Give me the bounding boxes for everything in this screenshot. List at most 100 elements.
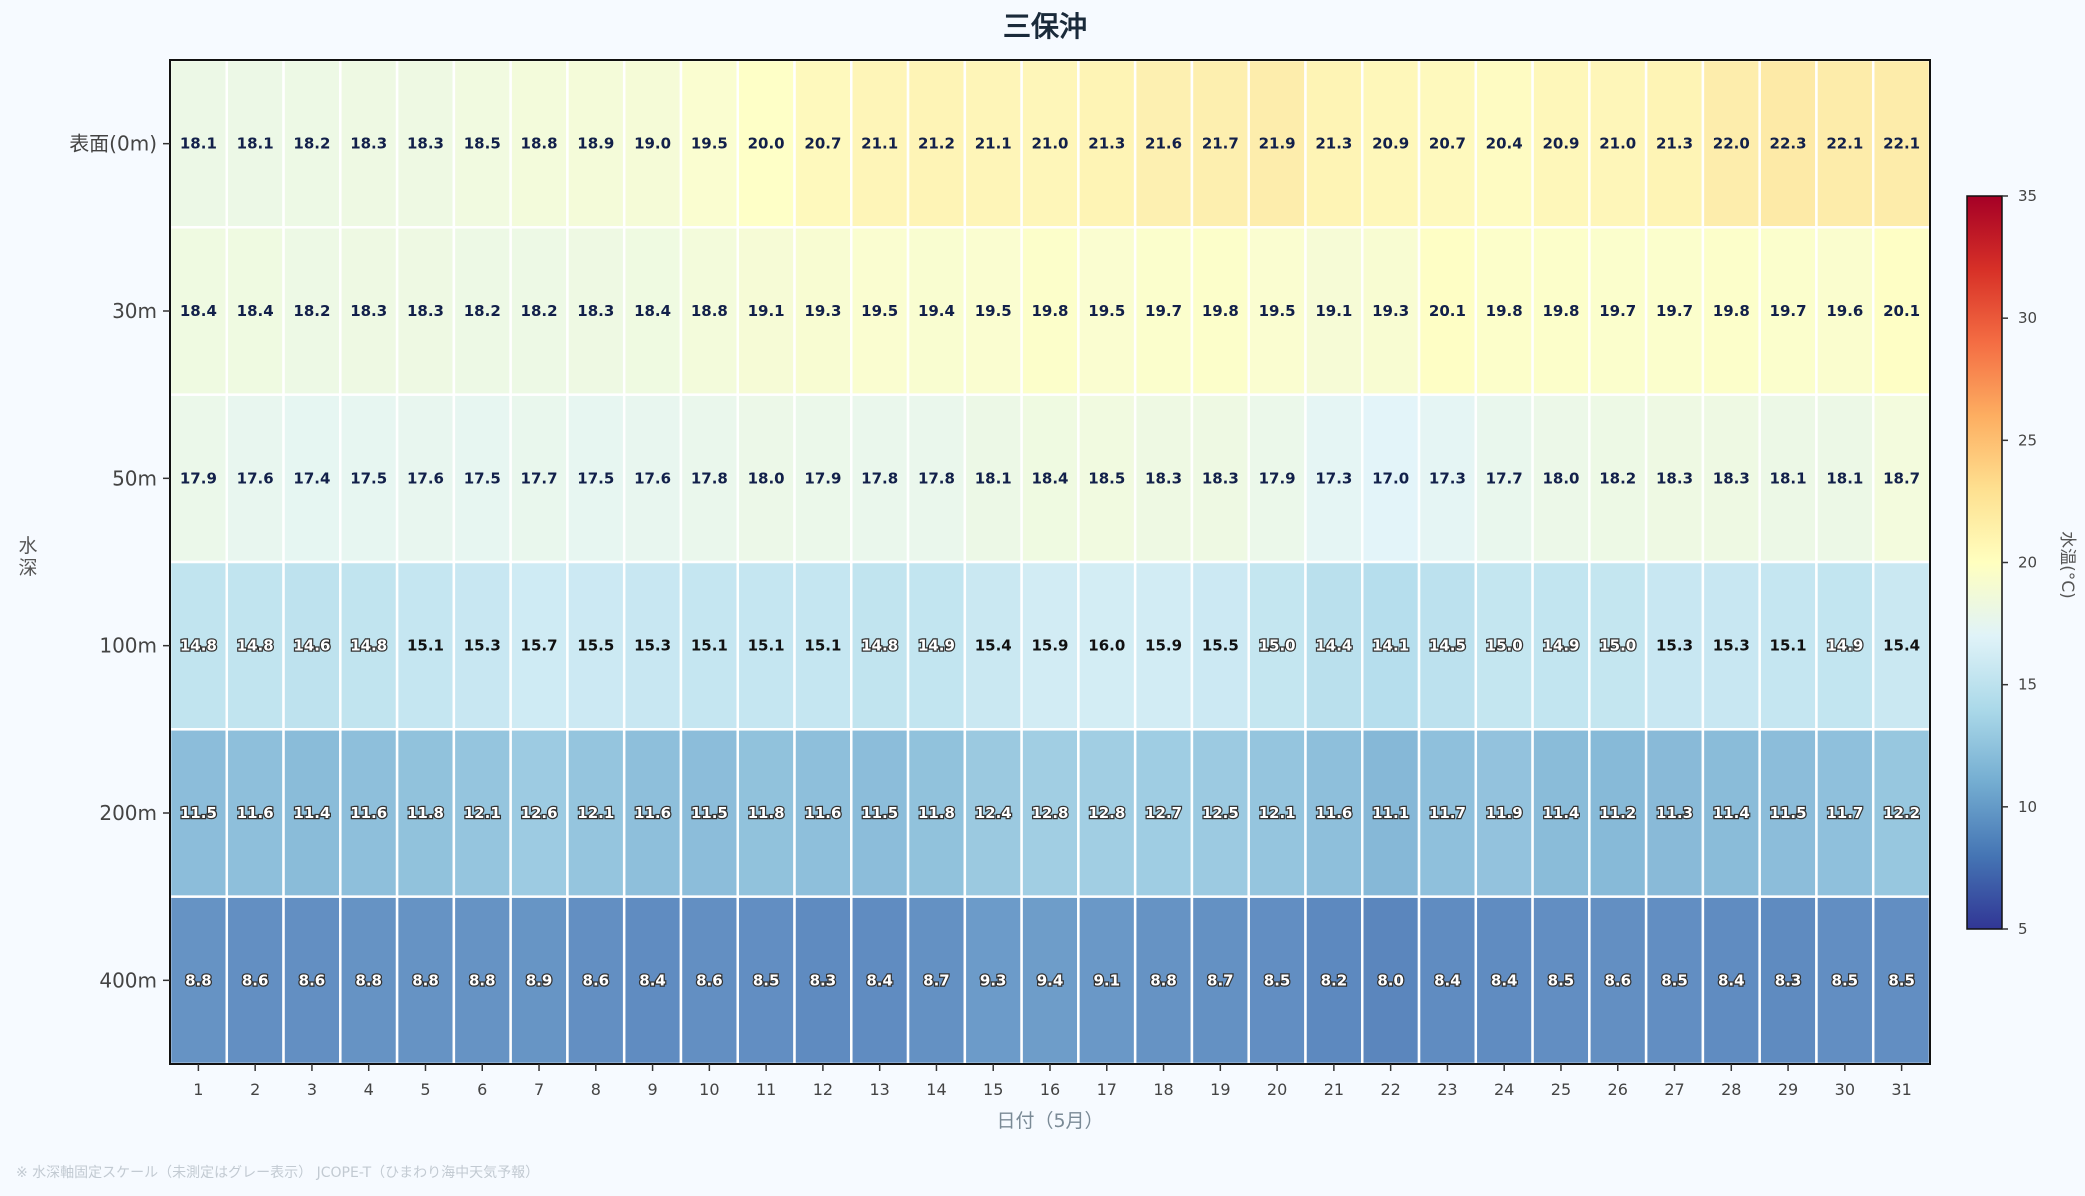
cell-value-label: 17.8 — [691, 469, 728, 487]
cell-value-label: 8.2 — [1321, 971, 1348, 989]
heatmap-cell — [1304, 895, 1364, 1066]
cell-value-label: 19.8 — [1713, 302, 1750, 320]
cell-value-label: 18.4 — [1031, 469, 1068, 487]
cell-value-label: 8.8 — [412, 971, 439, 989]
cell-value-label: 11.4 — [1713, 804, 1750, 822]
cell-value-label: 8.6 — [696, 971, 723, 989]
cell-value-label: 18.4 — [634, 302, 671, 320]
colorbar-ticks: 5 10 15 20 25 30 35 — [2002, 187, 2037, 938]
heatmap-cell — [1190, 226, 1250, 396]
heatmap-cell — [395, 895, 456, 1066]
cell-value-label: 20.1 — [1883, 302, 1920, 320]
cell-value-label: 11.6 — [634, 804, 671, 822]
cell-value-label: 12.4 — [975, 804, 1012, 822]
heatmap-cell — [452, 560, 512, 731]
cell-value-label: 19.7 — [1599, 302, 1636, 320]
cell-value-label: 19.8 — [1542, 302, 1579, 320]
cell-value-label: 18.3 — [1713, 469, 1750, 487]
footnote: ※ 水深軸固定スケール（未測定はグレー表示） JCOPE-T（ひまわり海中天気予… — [16, 1165, 539, 1181]
cell-value-label: 8.8 — [185, 971, 212, 989]
heatmap-cell — [509, 895, 569, 1066]
cell-value-label: 19.7 — [1656, 302, 1693, 320]
cell-value-label: 15.3 — [634, 637, 671, 655]
heatmap-cell — [1133, 895, 1194, 1066]
x-tick-label: 5 — [420, 1080, 430, 1099]
heatmap-cell — [339, 560, 399, 731]
cell-value-label: 11.6 — [1315, 804, 1352, 822]
cell-value-label: 14.1 — [1372, 637, 1409, 655]
heatmap-cell — [1133, 728, 1194, 898]
x-tick-label: 31 — [1891, 1080, 1911, 1099]
cell-value-label: 12.8 — [1088, 804, 1125, 822]
x-tick-label: 6 — [477, 1080, 487, 1099]
cell-value-label: 19.8 — [1031, 302, 1068, 320]
cell-value-label: 14.5 — [1429, 637, 1466, 655]
heatmap-cell — [225, 895, 285, 1066]
cell-value-label: 21.9 — [1259, 135, 1296, 153]
heatmap-cell — [1247, 58, 1307, 229]
heatmap-cell — [963, 393, 1023, 564]
heatmap-cell — [1247, 226, 1307, 396]
cell-value-label: 8.3 — [1775, 971, 1802, 989]
cell-value-label: 8.8 — [469, 971, 496, 989]
heatmap-cell — [736, 895, 796, 1066]
cell-value-label: 11.1 — [1372, 804, 1409, 822]
x-tick-label: 21 — [1324, 1080, 1344, 1099]
x-axis-label: 日付（5月） — [996, 1110, 1103, 1132]
cell-value-label: 20.1 — [1429, 302, 1466, 320]
cell-value-label: 18.3 — [407, 302, 444, 320]
heatmap-cell — [1474, 226, 1534, 396]
cell-value-label: 19.8 — [1202, 302, 1239, 320]
cell-value-label: 11.4 — [1542, 804, 1579, 822]
cell-value-label: 15.3 — [1656, 637, 1693, 655]
cell-value-label: 22.1 — [1883, 135, 1920, 153]
heatmap-cell — [395, 560, 456, 731]
heatmap-cell — [1304, 728, 1364, 898]
cell-value-label: 18.2 — [293, 135, 330, 153]
heatmap-cell — [1644, 393, 1705, 564]
cell-value-label: 18.4 — [237, 302, 274, 320]
cell-value-label: 15.9 — [1031, 637, 1068, 655]
x-tick-label: 20 — [1267, 1080, 1287, 1099]
cell-value-label: 8.5 — [1832, 971, 1859, 989]
cell-value-label: 8.5 — [1548, 971, 1575, 989]
x-tick-label: 19 — [1210, 1080, 1230, 1099]
heatmap-cell — [963, 560, 1023, 731]
cell-value-label: 14.6 — [293, 637, 330, 655]
heatmap-cell — [1417, 895, 1478, 1066]
heatmap-cell — [339, 393, 399, 564]
cell-value-label: 20.7 — [1429, 135, 1466, 153]
cell-value-label: 18.3 — [407, 135, 444, 153]
heatmap-cell — [168, 895, 229, 1066]
heatmap-cell — [1815, 560, 1875, 731]
cell-value-label: 15.1 — [1770, 637, 1807, 655]
cell-value-label: 11.4 — [293, 804, 330, 822]
cell-value-label: 12.7 — [1145, 804, 1182, 822]
cell-value-label: 15.1 — [748, 637, 785, 655]
cell-value-label: 18.1 — [1826, 469, 1863, 487]
heatmap-cell — [1531, 393, 1591, 564]
x-tick-label: 15 — [983, 1080, 1003, 1099]
heatmap-cell — [1417, 560, 1478, 731]
cell-value-label: 12.5 — [1202, 804, 1239, 822]
heatmap-cell — [225, 560, 285, 731]
cell-value-label: 17.6 — [237, 469, 274, 487]
cell-value-label: 8.7 — [923, 971, 950, 989]
x-tick-label: 27 — [1664, 1080, 1684, 1099]
cell-value-label: 8.5 — [1888, 971, 1915, 989]
cell-value-label: 8.9 — [526, 971, 553, 989]
heatmap-cell — [679, 393, 739, 564]
x-tick-label: 26 — [1608, 1080, 1628, 1099]
x-tick-label: 11 — [756, 1080, 776, 1099]
cell-value-label: 18.8 — [521, 135, 558, 153]
cell-value-label: 15.9 — [1145, 637, 1182, 655]
cell-value-label: 15.1 — [804, 637, 841, 655]
cell-value-label: 17.7 — [521, 469, 558, 487]
cell-value-label: 8.3 — [810, 971, 837, 989]
heatmap-cell — [1531, 226, 1591, 396]
heatmap-cell — [452, 58, 512, 229]
heatmap-cell — [1588, 728, 1648, 898]
cell-value-label: 14.8 — [180, 637, 217, 655]
chart-title: 三保沖 — [1003, 10, 1087, 43]
cell-value-label: 8.6 — [242, 971, 269, 989]
